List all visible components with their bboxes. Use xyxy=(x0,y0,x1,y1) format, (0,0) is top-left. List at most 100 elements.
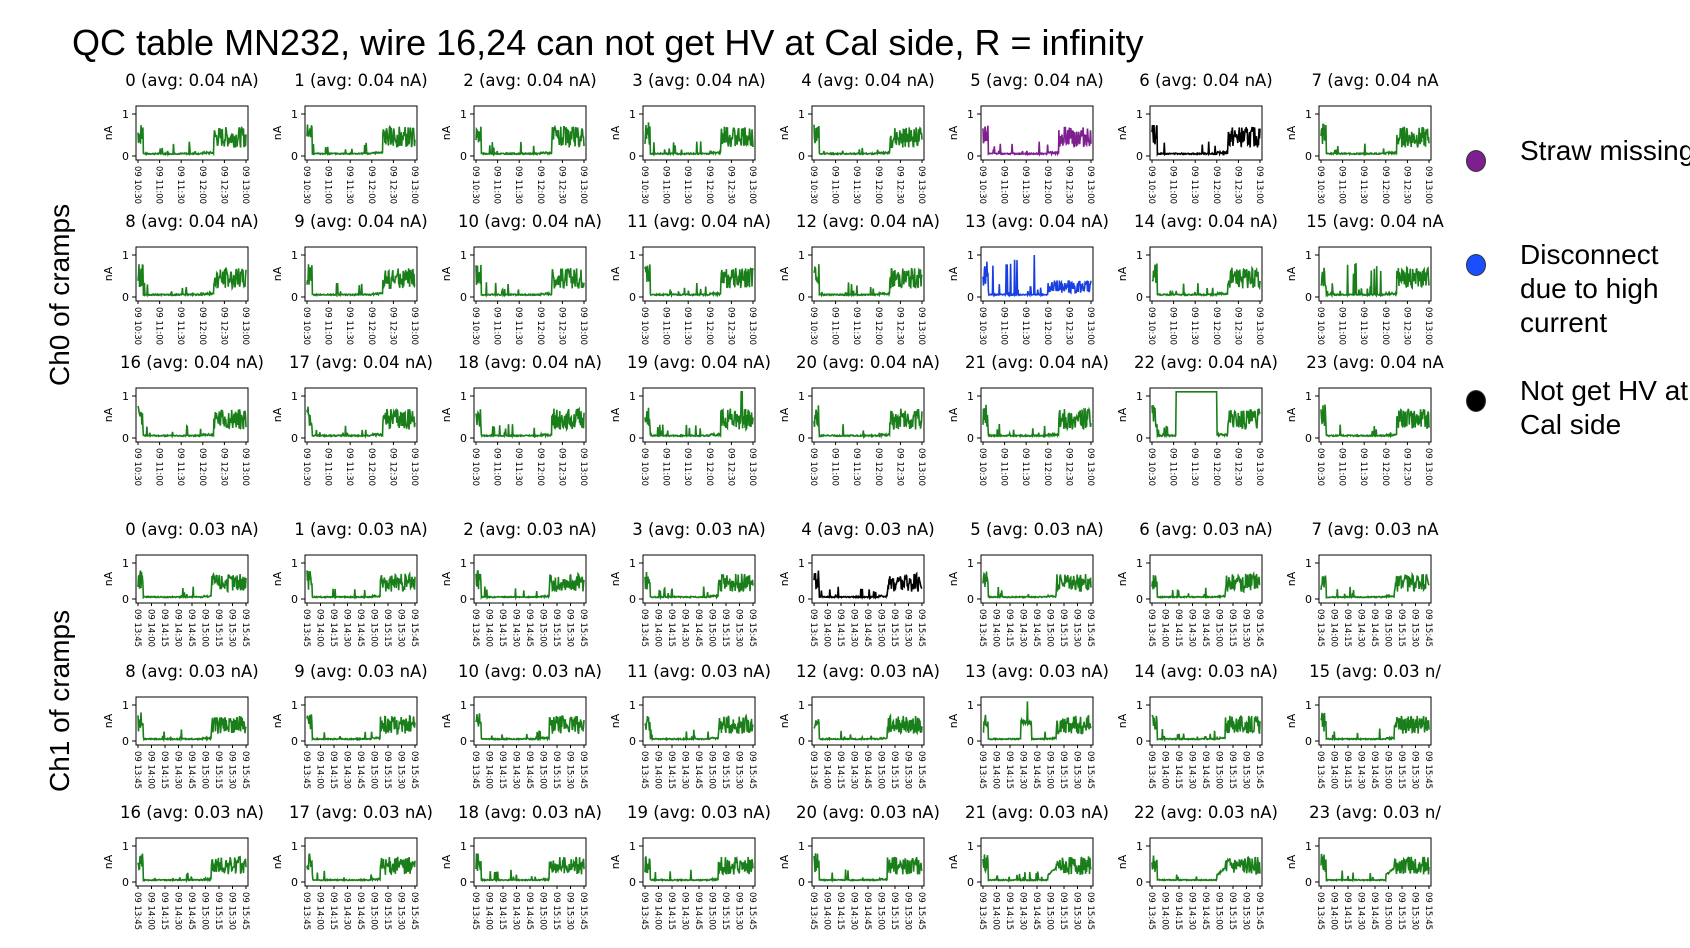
y-tick-label: 0 xyxy=(967,735,974,748)
x-tick-label: 09 14:15 xyxy=(159,751,169,789)
x-tick-label: 09 12:00 xyxy=(1380,448,1390,486)
y-tick-label: 1 xyxy=(460,699,467,712)
y-axis-label: nA xyxy=(440,407,453,422)
x-tick-label: 09 15:45 xyxy=(409,751,419,789)
x-tick-label: 09 11:30 xyxy=(1358,448,1368,486)
x-tick-label: 09 15:00 xyxy=(1214,609,1224,647)
series-line xyxy=(644,855,754,883)
y-axis-label: nA xyxy=(1285,407,1298,422)
y-tick-label: 1 xyxy=(629,840,636,853)
y-axis-label: nA xyxy=(1116,407,1129,422)
x-tick-label: 09 15:30 xyxy=(396,751,406,789)
y-axis-label: nA xyxy=(102,125,115,140)
x-tick-label: 09 15:30 xyxy=(1072,892,1082,930)
x-tick-label: 09 14:45 xyxy=(1031,892,1041,930)
x-tick-label: 09 13:00 xyxy=(747,166,757,204)
x-tick-label: 09 15:45 xyxy=(747,751,757,789)
x-tick-label: 09 13:00 xyxy=(747,448,757,486)
x-tick-label: 09 11:00 xyxy=(1168,307,1178,345)
y-axis-label: nA xyxy=(1285,125,1298,140)
series-line xyxy=(137,853,247,883)
y-axis-label: nA xyxy=(778,407,791,422)
y-tick-label: 0 xyxy=(1136,876,1143,889)
y-tick-label: 1 xyxy=(1136,840,1143,853)
series-line xyxy=(644,264,754,299)
y-tick-label: 1 xyxy=(122,390,129,403)
x-tick-label: 09 11:00 xyxy=(154,448,164,486)
x-tick-label: 09 12:00 xyxy=(366,166,376,204)
y-tick-label: 0 xyxy=(122,150,129,163)
plot-frame xyxy=(135,105,249,161)
x-tick-label: 09 11:30 xyxy=(513,448,523,486)
panel-title: 16 (avg: 0.03 nA) xyxy=(120,803,264,822)
y-tick-label: 1 xyxy=(967,390,974,403)
y-tick-label: 1 xyxy=(798,108,805,121)
x-tick-label: 09 14:45 xyxy=(862,751,872,789)
x-tick-label: 09 12:30 xyxy=(1063,166,1073,204)
x-tick-label: 09 11:00 xyxy=(1337,166,1347,204)
x-tick-label: 09 11:00 xyxy=(999,166,1009,204)
x-tick-label: 09 15:30 xyxy=(227,751,237,789)
y-tick-label: 0 xyxy=(122,876,129,889)
y-axis-label: nA xyxy=(271,125,284,140)
x-tick-label: 09 11:00 xyxy=(661,307,671,345)
y-tick-label: 1 xyxy=(291,249,298,262)
x-tick-label: 09 12:00 xyxy=(197,307,207,345)
y-tick-label: 0 xyxy=(1305,593,1312,606)
series-line xyxy=(644,713,754,742)
plot-panel: 21 (avg: 0.04 nA) 0 1 nA 09 10:30 09 11:00 09 … xyxy=(947,353,1109,486)
x-tick-label: 09 10:30 xyxy=(132,448,142,486)
plot-frame xyxy=(1318,387,1432,443)
x-tick-label: 09 13:45 xyxy=(639,892,649,930)
x-tick-label: 09 10:30 xyxy=(1315,166,1325,204)
x-tick-label: 09 14:45 xyxy=(355,751,365,789)
series-line xyxy=(1320,404,1430,439)
x-tick-label: 09 14:30 xyxy=(849,609,859,647)
y-tick-label: 0 xyxy=(122,432,129,445)
x-tick-label: 09 15:00 xyxy=(369,892,379,930)
y-tick-label: 1 xyxy=(460,108,467,121)
plot-frame xyxy=(811,105,925,161)
series-line xyxy=(813,853,923,883)
x-tick-label: 09 15:30 xyxy=(1241,892,1251,930)
y-tick-label: 1 xyxy=(1305,390,1312,403)
y-tick-label: 1 xyxy=(798,249,805,262)
x-tick-label: 09 15:00 xyxy=(1383,892,1393,930)
x-tick-label: 09 14:45 xyxy=(1369,751,1379,789)
x-tick-label: 09 14:30 xyxy=(1356,892,1366,930)
x-tick-label: 09 11:30 xyxy=(1020,166,1030,204)
y-tick-label: 0 xyxy=(629,735,636,748)
y-tick-label: 0 xyxy=(629,150,636,163)
legend-item-no-hv: Not get HV at Cal side xyxy=(1466,374,1690,442)
panel-title: 15 (avg: 0.04 nA xyxy=(1306,212,1444,231)
plot-panel: 6 (avg: 0.04 nA) 0 1 nA 09 10:30 09 11:00 09 1… xyxy=(1116,71,1273,204)
x-tick-label: 09 15:00 xyxy=(369,609,379,647)
y-tick-label: 0 xyxy=(460,291,467,304)
x-tick-label: 09 15:30 xyxy=(396,609,406,647)
x-tick-label: 09 11:00 xyxy=(830,448,840,486)
y-tick-label: 1 xyxy=(122,249,129,262)
y-tick-label: 1 xyxy=(1305,249,1312,262)
x-tick-label: 09 11:30 xyxy=(682,166,692,204)
x-tick-label: 09 15:30 xyxy=(1072,751,1082,789)
plot-frame xyxy=(304,387,418,443)
x-tick-label: 09 11:00 xyxy=(323,307,333,345)
y-axis-label: nA xyxy=(271,854,284,869)
x-tick-label: 09 15:45 xyxy=(1423,751,1433,789)
plot-frame xyxy=(642,696,756,746)
x-tick-label: 09 11:00 xyxy=(323,166,333,204)
y-tick-label: 0 xyxy=(798,735,805,748)
x-tick-label: 09 13:45 xyxy=(808,892,818,930)
x-tick-label: 09 15:00 xyxy=(1214,892,1224,930)
panel-title: 13 (avg: 0.04 nA) xyxy=(965,212,1109,231)
x-tick-label: 09 10:30 xyxy=(1146,166,1156,204)
x-tick-label: 09 14:15 xyxy=(159,892,169,930)
y-tick-label: 1 xyxy=(798,390,805,403)
x-tick-label: 09 14:15 xyxy=(835,892,845,930)
x-tick-label: 09 15:15 xyxy=(551,751,561,789)
series-line xyxy=(1320,571,1430,600)
x-tick-label: 09 15:15 xyxy=(382,892,392,930)
